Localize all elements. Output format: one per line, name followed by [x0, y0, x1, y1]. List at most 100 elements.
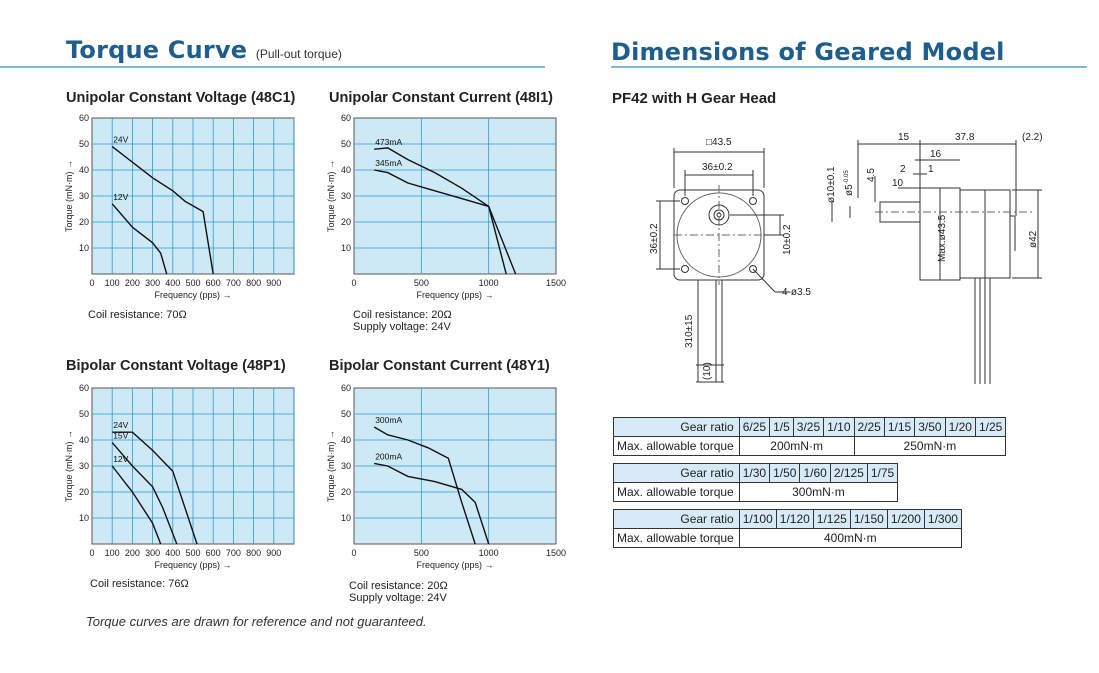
- x-tick-label: 0: [89, 548, 94, 558]
- x-tick-label: 100: [105, 278, 120, 288]
- ratio-cell: 1/75: [866, 463, 899, 483]
- torque-chart-48y1: 0 500 1000 1500 10 20 30 40 50 60 Frequency (pps) …: [326, 383, 566, 570]
- ratio-cell: 1/300: [923, 509, 962, 529]
- ratio-label: Gear ratio: [613, 509, 740, 529]
- mount-hole: [749, 265, 757, 273]
- y-tick-label: 10: [341, 513, 351, 523]
- series-label: 473mA: [375, 137, 402, 147]
- coil-resistance-note: Coil resistance: 20Ω: [353, 309, 452, 321]
- dim-label: 36±0.2: [702, 162, 733, 173]
- coil-resistance-note: Coil resistance: 20Ω: [349, 580, 448, 592]
- dim-label: 4-ø3.5: [782, 287, 811, 298]
- dim-label: 37.8: [955, 132, 975, 143]
- ratio-cell: 1/10: [823, 417, 855, 437]
- series-line: [374, 462, 490, 545]
- coil-resistance-note: Coil resistance: 76Ω: [90, 578, 189, 590]
- dim-label: (2.2): [1022, 132, 1043, 143]
- dim-label: (10): [702, 362, 713, 380]
- x-tick-label: 400: [165, 278, 180, 288]
- gear-ratio-table: Gear ratio 1/30 1/50 1/60 2/125 1/75 Max…: [613, 463, 899, 502]
- y-tick-label: 60: [79, 113, 89, 123]
- x-tick-label: 1500: [546, 278, 566, 288]
- chart-title: Unipolar Constant Voltage (48C1): [66, 90, 296, 106]
- ratio-cell: 1/60: [799, 463, 831, 483]
- y-tick-label: 40: [341, 165, 351, 175]
- y-axis-label: Torque (mN·m) →: [64, 430, 74, 502]
- x-axis-label: Frequency (pps) →: [416, 560, 493, 570]
- x-tick-label: 200: [125, 278, 140, 288]
- torque-value: 300mN·m: [738, 482, 899, 502]
- y-tick-label: 20: [79, 217, 89, 227]
- series-line: [374, 169, 507, 275]
- footnote: Torque curves are drawn for reference an…: [86, 614, 427, 629]
- x-tick-label: 500: [414, 548, 429, 558]
- y-tick-label: 40: [79, 165, 89, 175]
- series-line: [373, 426, 476, 545]
- heading-rule: [611, 66, 1087, 68]
- dim-label: Max.ø43.5: [937, 214, 948, 262]
- series-label: 12V: [113, 192, 128, 202]
- y-tick-label: 50: [341, 139, 351, 149]
- dim-label: 2: [900, 164, 906, 175]
- coil-resistance-note: Coil resistance: 70Ω: [88, 309, 187, 321]
- torque-value: 250mN·m: [853, 436, 1007, 456]
- dim-label: ø5: [844, 184, 855, 196]
- series-label: 12V: [113, 454, 128, 464]
- ratio-cell: 1/5: [769, 417, 794, 437]
- x-tick-label: 700: [226, 278, 241, 288]
- section-subtitle: (Pull-out torque): [255, 47, 342, 61]
- ratio-cell: 1/100: [738, 509, 777, 529]
- series-label: 300mA: [375, 415, 402, 425]
- y-tick-label: 60: [341, 113, 351, 123]
- series-label: 24V: [113, 135, 128, 145]
- x-tick-label: 0: [351, 278, 356, 288]
- y-tick-label: 30: [79, 461, 89, 471]
- gear-ratio-table: Gear ratio 1/100 1/120 1/125 1/150 1/200…: [613, 509, 962, 548]
- chart-title: Unipolar Constant Current (48I1): [329, 90, 553, 106]
- dim-label: ø10±0.1: [826, 166, 837, 203]
- ratio-cell: 1/200: [886, 509, 925, 529]
- series-line: [112, 431, 198, 545]
- ratio-cell: 1/150: [849, 509, 888, 529]
- x-tick-label: 500: [185, 278, 200, 288]
- model-subtitle: PF42 with H Gear Head: [612, 90, 777, 107]
- x-tick-label: 500: [185, 548, 200, 558]
- ratio-label: Gear ratio: [613, 417, 740, 437]
- y-axis-label: Torque (mN·m) →: [326, 160, 336, 232]
- y-tick-label: 40: [79, 435, 89, 445]
- dim-label: 10±0.2: [782, 224, 793, 255]
- dimensions-heading: Dimensions of Geared Model: [611, 38, 1005, 66]
- y-tick-label: 30: [341, 461, 351, 471]
- series-line: [111, 465, 162, 545]
- x-tick-label: 400: [165, 548, 180, 558]
- chart-title: Bipolar Constant Voltage (48P1): [66, 358, 286, 374]
- x-tick-label: 900: [266, 548, 281, 558]
- x-axis-label: Frequency (pps) →: [154, 290, 231, 300]
- mount-hole: [681, 265, 689, 273]
- ratio-cell: 1/120: [775, 509, 814, 529]
- y-tick-label: 10: [341, 243, 351, 253]
- x-tick-label: 1000: [479, 278, 499, 288]
- torque-curve-heading: Torque Curve (Pull-out torque): [66, 36, 342, 64]
- x-axis-label: Frequency (pps) →: [416, 290, 493, 300]
- torque-value: 200mN·m: [738, 436, 855, 456]
- dim-label: 36±0.2: [649, 223, 660, 254]
- mount-hole: [749, 197, 757, 205]
- x-tick-label: 300: [145, 548, 160, 558]
- supply-voltage-note: Supply voltage: 24V: [349, 592, 447, 604]
- torque-label: Max. allowable torque: [613, 436, 740, 456]
- dim-label: 10: [892, 178, 904, 189]
- ratio-cell: 1/15: [883, 417, 916, 437]
- x-tick-label: 700: [226, 548, 241, 558]
- dim-label: 310±15: [684, 314, 695, 348]
- y-tick-label: 40: [341, 435, 351, 445]
- x-tick-label: 0: [351, 548, 356, 558]
- y-tick-label: 50: [79, 139, 89, 149]
- ratio-cell: 1/125: [812, 509, 851, 529]
- ratio-cell: 2/25: [853, 417, 885, 437]
- y-tick-label: 60: [79, 383, 89, 393]
- y-tick-label: 20: [341, 487, 351, 497]
- x-tick-label: 800: [246, 278, 261, 288]
- torque-chart-48c1: 0 100 200 300 400 500 600 700 800 900 10 20 30 40 50 60…: [64, 113, 295, 300]
- dim-label: -0.05: [844, 170, 850, 184]
